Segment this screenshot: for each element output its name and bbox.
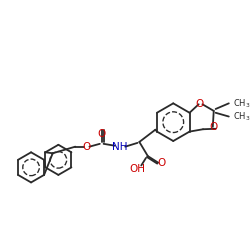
Text: O: O bbox=[196, 99, 204, 109]
Text: OH: OH bbox=[130, 164, 146, 174]
Text: CH$_3$: CH$_3$ bbox=[232, 97, 250, 110]
Text: NH: NH bbox=[112, 142, 127, 152]
Text: O: O bbox=[98, 130, 106, 140]
Text: O: O bbox=[158, 158, 166, 168]
Text: O: O bbox=[210, 122, 218, 132]
Text: CH$_3$: CH$_3$ bbox=[232, 110, 250, 123]
Text: O: O bbox=[82, 142, 91, 152]
